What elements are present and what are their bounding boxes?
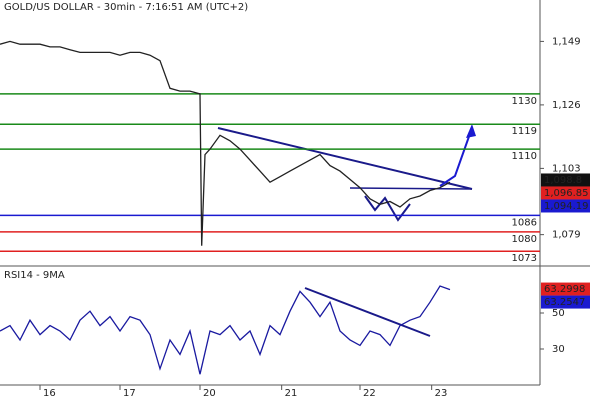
series-line xyxy=(0,40,451,246)
x-tick-label: 21 xyxy=(285,388,298,399)
arrow xyxy=(439,127,473,187)
price-tag-label: 1,098.8 xyxy=(544,175,582,186)
price-tag-label: 1,096.85 xyxy=(544,188,589,199)
rsi-trendline xyxy=(304,287,431,337)
level-label: 1110 xyxy=(512,151,537,162)
price-tag xyxy=(541,173,590,187)
price-tag-label: 63.2998 xyxy=(544,284,585,295)
drawings xyxy=(217,124,476,337)
arrow-head xyxy=(466,124,476,138)
level-label: 1080 xyxy=(512,234,537,245)
level-label: 1073 xyxy=(512,253,537,264)
level-label: 1086 xyxy=(512,217,537,228)
y-tick-label: 1,079 xyxy=(552,230,581,241)
y-tick-label: 30 xyxy=(552,344,565,355)
level-label: 1119 xyxy=(512,126,537,137)
y-tick-label: 1,126 xyxy=(552,100,581,111)
y-tick-label: 1,149 xyxy=(552,36,581,47)
neckline xyxy=(349,187,473,190)
y-tick-label: 1,103 xyxy=(552,163,581,174)
chart-title: GOLD/US DOLLAR - 30min - 7:16:51 AM (UTC… xyxy=(4,2,248,13)
x-tick-label: 22 xyxy=(363,388,376,399)
rsi-title: RSI14 - 9MA xyxy=(4,270,65,281)
trendline xyxy=(217,127,473,190)
series-line xyxy=(0,285,451,375)
price-tag xyxy=(541,295,590,309)
price-tag-label: 63.2547 xyxy=(544,297,585,308)
price-tag xyxy=(541,199,590,213)
price-tag-label: 1,094.19 xyxy=(544,201,589,212)
level-label: 1130 xyxy=(512,96,537,107)
price-tag xyxy=(541,186,590,200)
price-tag xyxy=(541,282,590,296)
x-tick-label: 23 xyxy=(435,388,448,399)
x-tick-label: 16 xyxy=(43,388,56,399)
x-tick-label: 17 xyxy=(123,388,136,399)
y-tick-label: 50 xyxy=(552,308,565,319)
x-tick-label: 20 xyxy=(203,388,216,399)
